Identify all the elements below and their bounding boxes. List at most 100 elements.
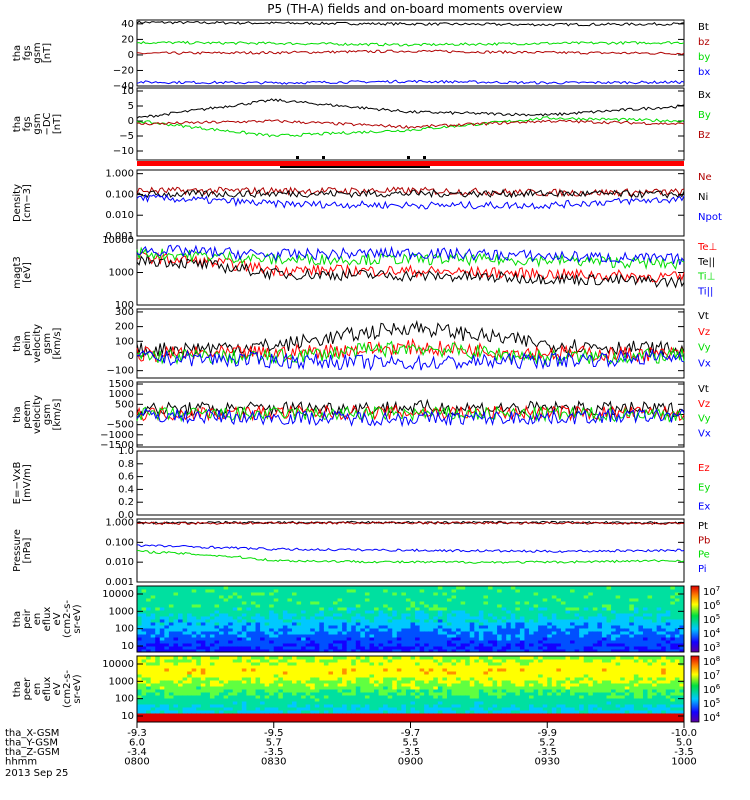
- spectrogram-cell: [615, 628, 621, 632]
- spectrogram-cell: [656, 637, 662, 641]
- spectrogram-cell: [401, 610, 407, 614]
- spectrogram-cell: [410, 649, 416, 653]
- spectrogram-cell: [269, 677, 275, 681]
- spectrogram-cell: [378, 710, 384, 714]
- spectrogram-cell: [533, 689, 539, 693]
- spectrogram-cell: [369, 646, 375, 650]
- spectrogram-cell: [360, 622, 366, 626]
- spectrogram-cell: [538, 586, 544, 590]
- spectrogram-cell: [383, 595, 389, 599]
- spectrogram-cell: [364, 683, 370, 687]
- spectrogram-cell: [364, 692, 370, 696]
- spectrogram-cell: [355, 716, 361, 720]
- spectrogram-cell: [401, 713, 407, 717]
- spectrogram-cell: [387, 637, 393, 641]
- spectrogram-cell: [533, 622, 539, 626]
- spectrogram-cell: [342, 659, 348, 663]
- spectrogram-cell: [296, 616, 302, 620]
- spectrogram-cell: [652, 595, 658, 599]
- spectrogram-cell: [223, 589, 229, 593]
- spectrogram-cell: [369, 680, 375, 684]
- spectrogram-cell: [405, 704, 411, 708]
- spectrogram-cell: [674, 595, 680, 599]
- spectrogram-cell: [260, 628, 266, 632]
- spectrogram-cell: [478, 659, 484, 663]
- spectrogram-cell: [282, 601, 288, 605]
- spectrogram-cell: [538, 692, 544, 696]
- spectrogram-cell: [428, 698, 434, 702]
- spectrogram-cell: [547, 598, 553, 602]
- spectrogram-cell: [547, 710, 553, 714]
- spectrogram-cell: [442, 677, 448, 681]
- spectrogram-cell: [460, 656, 466, 660]
- spectrogram-cell: [570, 619, 576, 623]
- spectrogram-cell: [164, 683, 170, 687]
- spectrogram-cell: [141, 586, 147, 590]
- spectrogram-cell: [556, 713, 562, 717]
- spectrogram-cell: [410, 640, 416, 644]
- spectrogram-cell: [492, 619, 498, 623]
- spectrogram-cell: [378, 625, 384, 629]
- spectrogram-cell: [469, 643, 475, 647]
- spectrogram-cell: [410, 674, 416, 678]
- spectrogram-cell: [378, 640, 384, 644]
- spectrogram-cell: [246, 616, 252, 620]
- spectrogram-cell: [246, 604, 252, 608]
- spectrogram-cell: [538, 659, 544, 663]
- spectrogram-cell: [159, 701, 165, 705]
- spectrogram-cell: [173, 698, 179, 702]
- spectrogram-cell: [538, 610, 544, 614]
- spectrogram-cell: [278, 610, 284, 614]
- spectrogram-cell: [205, 640, 211, 644]
- spectrogram-cell: [465, 692, 471, 696]
- spectrogram-cell: [314, 707, 320, 711]
- spectrogram-cell: [419, 689, 425, 693]
- spectrogram-cell: [250, 613, 257, 617]
- spectrogram-cell: [478, 646, 484, 650]
- spectrogram-cell: [314, 616, 320, 620]
- spectrogram-cell: [460, 704, 466, 708]
- spectrogram-cell: [250, 659, 257, 663]
- spectrogram-cell: [264, 692, 270, 696]
- spectrogram-cell: [355, 659, 361, 663]
- spectrogram-cell: [260, 698, 266, 702]
- spectrogram-cell: [342, 719, 348, 723]
- spectrogram-cell: [360, 586, 366, 590]
- spectrogram-cell: [620, 640, 626, 644]
- spectrogram-cell: [255, 628, 261, 632]
- spectrogram-cell: [465, 616, 471, 620]
- spectrogram-cell: [597, 616, 603, 620]
- spectrogram-cell: [219, 622, 225, 626]
- spectrogram-cell: [446, 686, 453, 690]
- spectrogram-cell: [168, 695, 174, 699]
- spectrogram-cell: [182, 713, 188, 717]
- spectrogram-cell: [419, 649, 425, 653]
- spectrogram-cell: [529, 713, 535, 717]
- spectrogram-cell: [369, 671, 375, 675]
- spectrogram-cell: [560, 719, 566, 723]
- spectrogram-cell: [264, 686, 270, 690]
- spectrogram-cell: [401, 656, 407, 660]
- spectrogram-cell: [269, 595, 275, 599]
- spectrogram-cell: [168, 616, 174, 620]
- spectrogram-cell: [560, 656, 566, 660]
- spectrogram-cell: [187, 701, 193, 705]
- spectrogram-cell: [506, 707, 512, 711]
- spectrogram-cell: [141, 710, 147, 714]
- spectrogram-cell: [460, 701, 466, 705]
- spectrogram-cell: [551, 610, 557, 614]
- spectrogram-cell: [200, 595, 206, 599]
- spectrogram-cell: [487, 613, 494, 617]
- spectrogram-cell: [524, 716, 530, 720]
- spectrogram-cell: [419, 713, 425, 717]
- spectrogram-cell: [433, 677, 439, 681]
- spectrogram-cell: [301, 671, 307, 675]
- spectrogram-cell: [232, 613, 238, 617]
- spectrogram-cell: [273, 710, 279, 714]
- spectrogram-cell: [237, 665, 243, 669]
- spectrogram-cell: [219, 707, 225, 711]
- spectrogram-cell: [547, 601, 553, 605]
- spectrogram-cell: [310, 713, 316, 717]
- spectrogram-cell: [364, 662, 370, 666]
- spectrogram-cell: [410, 592, 416, 596]
